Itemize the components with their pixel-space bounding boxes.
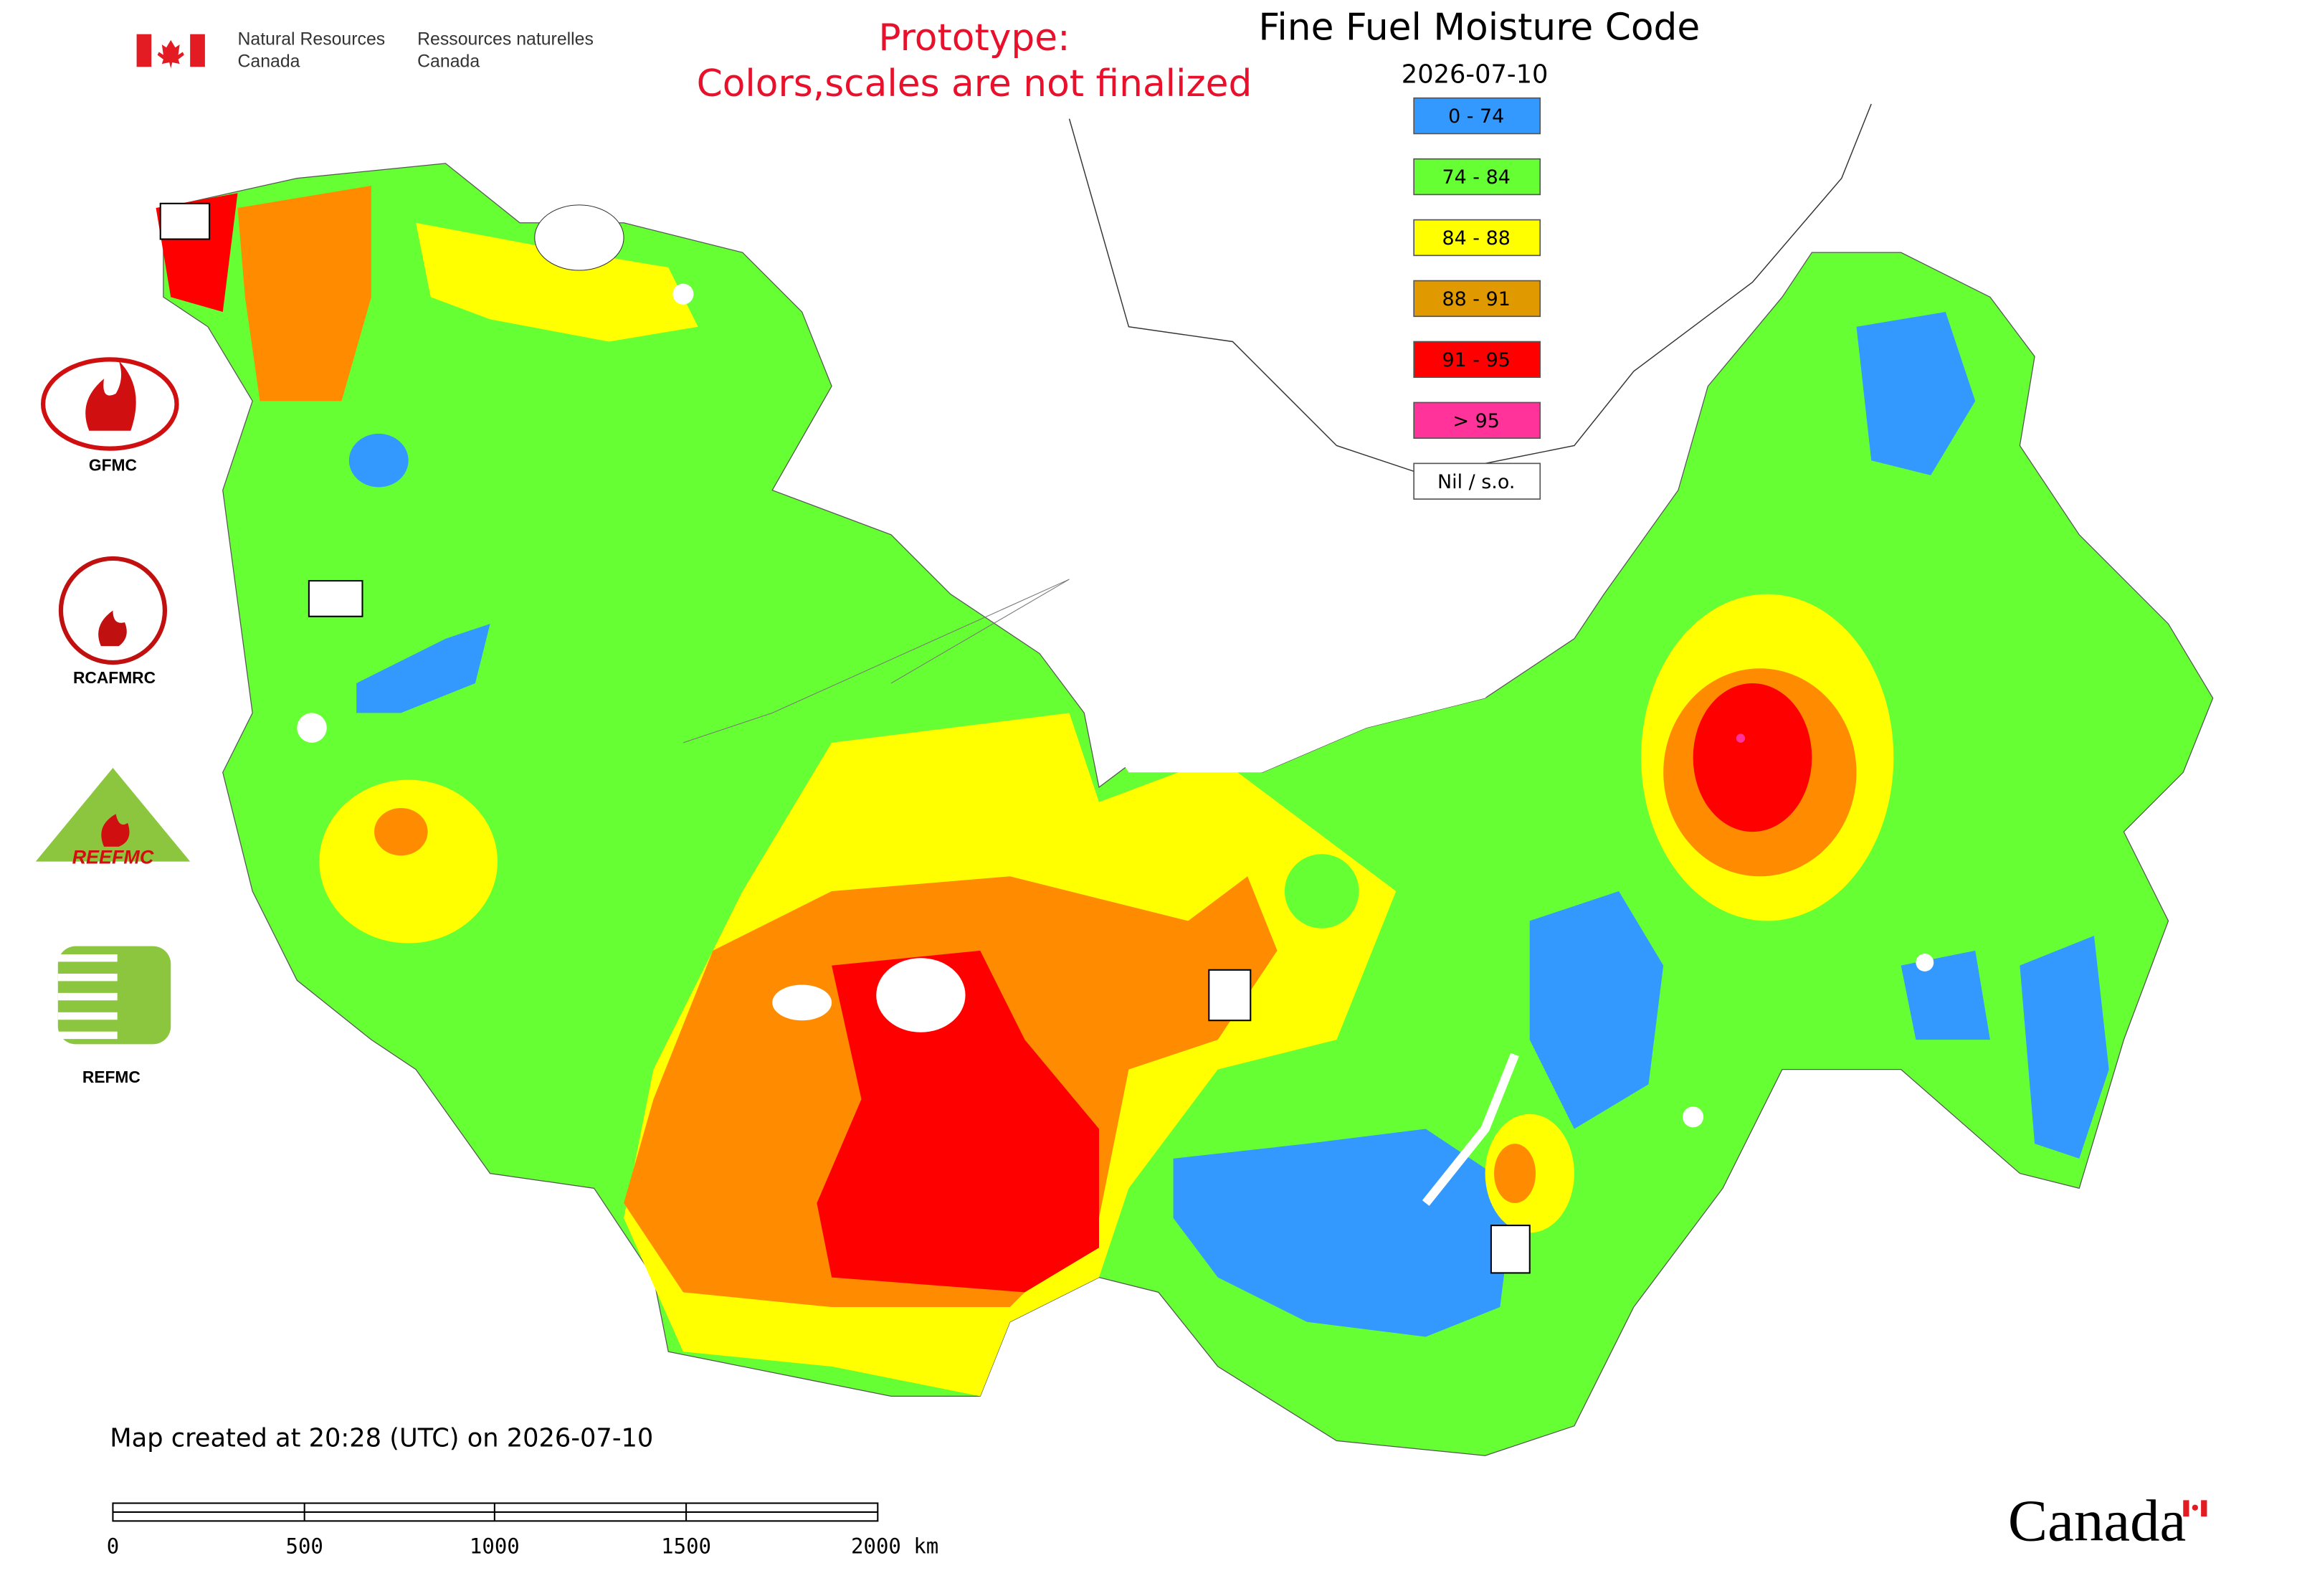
legend: 0 - 74 74 - 84 84 - 88 88 - 91 91 - 95 > 95 Ni… xyxy=(1413,97,1541,500)
map xyxy=(156,103,2214,1456)
legend-label: 84 - 88 xyxy=(1442,227,1511,250)
scale-label: 1500 xyxy=(661,1534,711,1559)
legend-swatch xyxy=(1413,462,1541,500)
scale-bar xyxy=(112,1502,879,1522)
legend-label: > 95 xyxy=(1452,410,1499,432)
legend-swatch xyxy=(1413,402,1541,439)
legend-swatch xyxy=(1413,280,1541,318)
notice: Colors,scales are not finalized xyxy=(697,62,1252,105)
scale-label: 1000 xyxy=(470,1534,520,1559)
department-fr: Canada xyxy=(417,52,480,72)
scale-labels: 0 500 1000 1500 2000 km xyxy=(107,1534,939,1559)
canada-wordmark: Canada xyxy=(2008,1488,2186,1554)
wordmark-flag xyxy=(2183,1500,2207,1517)
logo-label: RCAFMRC xyxy=(73,668,156,687)
legend-swatch xyxy=(1413,97,1541,135)
legend-label: 0 - 74 xyxy=(1448,105,1504,128)
legend-swatch xyxy=(1413,158,1541,196)
logo-label: REFMC xyxy=(82,1068,141,1086)
created-note: Map created at 20:28 (UTC) on 2026-07-10 xyxy=(110,1423,653,1453)
map-title: Fine Fuel Moisture Code xyxy=(1258,6,1700,49)
legend-swatch xyxy=(1413,219,1541,257)
scale-label: 2000 km xyxy=(851,1534,938,1559)
canada-flag xyxy=(136,34,205,69)
map-date: 2026-07-10 xyxy=(1402,60,1549,90)
department-en: Canada xyxy=(237,52,300,72)
logo-label: GFMC xyxy=(89,456,137,475)
logos xyxy=(35,357,191,1045)
scale-label: 0 xyxy=(107,1534,119,1559)
legend-label: 74 - 84 xyxy=(1442,166,1511,189)
logo-label: REEFMC xyxy=(72,847,154,868)
legend-label: Nil / s.o. xyxy=(1437,471,1515,493)
department-fr: Ressources naturelles xyxy=(417,29,594,49)
legend-swatch xyxy=(1413,341,1541,379)
legend-label: 91 - 95 xyxy=(1442,349,1511,371)
notice: Prototype: xyxy=(878,16,1070,60)
department-en: Natural Resources xyxy=(237,29,385,49)
scale-label: 500 xyxy=(285,1534,323,1559)
legend-label: 88 - 91 xyxy=(1442,288,1511,310)
